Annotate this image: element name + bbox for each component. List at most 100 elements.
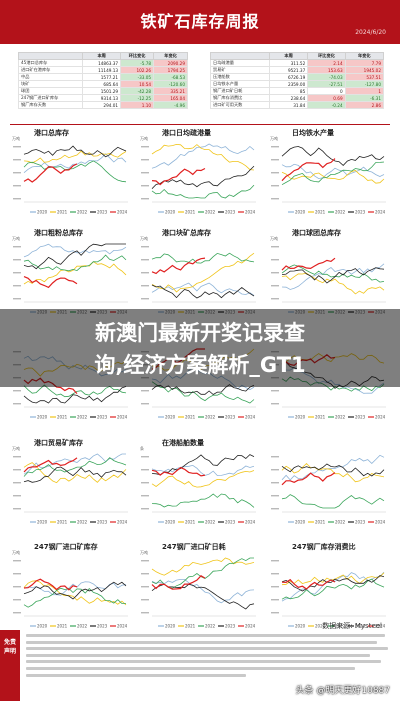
legend-label: 2021 <box>185 624 196 629</box>
legend-label: 2022 <box>335 210 346 215</box>
series-line <box>151 466 206 477</box>
legend-label: 2020 <box>165 520 176 525</box>
table-cell-label: 压港船数 <box>210 73 270 81</box>
y-tick-mark <box>271 586 279 588</box>
y-tick-mark <box>13 495 21 497</box>
legend-label: 2022 <box>335 415 346 420</box>
table-cell-yoy: 2090.29 <box>153 59 188 67</box>
series-line <box>281 578 336 590</box>
headline-overlay: 新澳门最新开奖记录查 询,经济方案解析_GT1 <box>0 309 400 387</box>
series-line <box>23 462 127 484</box>
chart-panel: 港口贸易矿库存 万吨 2020 2021 2022 2023 2024 <box>12 438 134 538</box>
series-line <box>151 470 255 488</box>
series-line <box>151 454 255 476</box>
y-tick-mark <box>141 159 149 161</box>
legend-label: 2024 <box>245 210 256 215</box>
table-row: 进口矿在港库存 11149.13 102.26 1794.25 <box>17 66 188 74</box>
series-line <box>281 158 336 182</box>
series-line <box>151 464 255 476</box>
y-tick-mark <box>141 246 149 248</box>
series-line <box>151 381 255 404</box>
table-row: 中品 1577.21 -33.05 -68.53 <box>17 73 188 81</box>
series-line <box>23 163 78 183</box>
table-cell-label: 贸易矿 <box>210 66 270 74</box>
table-cell-yoy: -127.80 <box>344 80 385 88</box>
table-cell-wow: -33.05 <box>120 73 155 81</box>
table-cell-label: 进口矿可用天数 <box>210 101 270 109</box>
y-tick-mark <box>271 185 279 187</box>
y-tick-mark <box>271 403 279 405</box>
y-tick-mark <box>271 612 279 614</box>
series-line <box>281 454 385 481</box>
legend-label: 2023 <box>225 415 236 420</box>
legend-label: 2021 <box>185 210 196 215</box>
table-cell-yoy: 537.51 <box>344 73 385 81</box>
legend-label: 2020 <box>37 624 48 629</box>
y-tick-mark <box>141 560 149 562</box>
table-cell-yoy: 1945.02 <box>344 66 385 74</box>
legend-label: 2021 <box>315 624 326 629</box>
table-cell-cur: 311.52 <box>268 59 309 67</box>
series-line <box>281 263 385 290</box>
chart-unit: 万吨 <box>270 136 278 141</box>
series-line <box>151 583 255 610</box>
legend-label: 2022 <box>77 520 88 525</box>
chart-panel: 247钢厂库存消费比 2020 2021 2022 2023 2024 <box>270 542 392 642</box>
chart-title: 247钢厂进口矿库存 <box>34 543 98 551</box>
y-tick-mark <box>271 573 279 575</box>
y-tick-mark <box>13 560 21 562</box>
y-tick-mark <box>13 146 21 148</box>
legend-label: 2022 <box>205 520 216 525</box>
y-tick-mark <box>13 599 21 601</box>
table-cell-label: 247钢厂进口矿库存 <box>17 94 84 102</box>
legend-label: 2023 <box>355 624 366 629</box>
legend-label: 2023 <box>355 415 366 420</box>
table-cell-wow: -0.24 <box>307 101 346 109</box>
y-tick-mark <box>141 456 149 458</box>
table-cell-label: 进口矿在港库存 <box>17 66 84 74</box>
chart-unit: 万吨 <box>12 236 20 241</box>
y-tick-mark <box>13 259 21 261</box>
chart-plot: 2020 2021 2022 2023 2024 <box>271 454 386 525</box>
table-cell-yoy: 1794.25 <box>153 66 188 74</box>
summary-table-right: 本周 环比变化 年变化 日均疏港量 311.52 2.14 7.79 贸易矿 9521.37 15… <box>210 52 385 109</box>
series-line <box>23 160 127 183</box>
legend-label: 2020 <box>295 415 306 420</box>
table-cell-wow: 153.63 <box>307 66 346 74</box>
chart-plot: 2020 2021 2022 2023 2024 <box>13 453 128 525</box>
table-cell-yoy: -4.96 <box>153 101 188 109</box>
table-cell-cur: 85 <box>268 87 309 95</box>
legend-label: 2024 <box>245 520 256 525</box>
y-tick-mark <box>141 185 149 187</box>
disclaimer-text-lines <box>26 634 392 680</box>
series-line <box>281 578 385 600</box>
y-tick-mark <box>271 560 279 562</box>
legend-label: 2022 <box>77 210 88 215</box>
table-cell-wow: 102.26 <box>120 66 155 74</box>
y-tick-mark <box>13 285 21 287</box>
table-row: 45港口总库存 14863.37 -5.78 2090.29 <box>17 59 188 67</box>
table-cell-label: 45港口总库存 <box>17 59 84 67</box>
chart-title: 日均铁水产量 <box>292 129 334 137</box>
legend-label: 2021 <box>57 520 68 525</box>
series-line <box>23 578 78 591</box>
legend-label: 2022 <box>205 415 216 420</box>
legend-label: 2022 <box>335 520 346 525</box>
y-tick-mark <box>271 159 279 161</box>
table-cell-cur: 1577.21 <box>82 73 122 81</box>
table-row: 块矿 685.64 10.54 -120.60 <box>17 80 188 88</box>
report-title: 铁矿石库存周报 <box>140 12 260 31</box>
legend-label: 2023 <box>97 624 108 629</box>
data-source: 数据来源: Mysteel <box>322 622 382 630</box>
legend-label: 2023 <box>97 415 108 420</box>
table-cell-label: 日均铁水产量 <box>210 80 270 88</box>
y-tick-mark <box>141 586 149 588</box>
y-tick-mark <box>13 508 21 510</box>
table-cell-wow: -5.78 <box>120 59 155 67</box>
legend-label: 2021 <box>315 415 326 420</box>
series-line <box>281 462 385 483</box>
series-line <box>23 453 126 475</box>
chart-panel: 2020 2021 2022 2023 2024 <box>270 438 392 538</box>
chart-unit: 万吨 <box>270 236 278 241</box>
column-header: 本周 <box>268 52 309 60</box>
